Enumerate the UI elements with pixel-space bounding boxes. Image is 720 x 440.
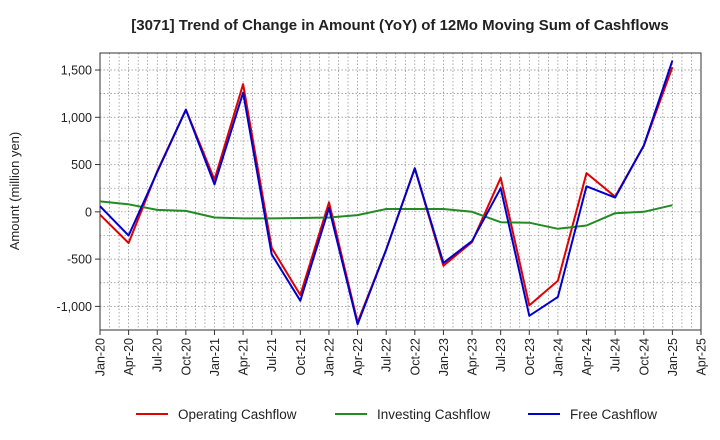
x-axis: Jan-20 Apr-20 Jul-20 Oct-20 Jan-21 Apr-21 Jul-… [94, 330, 709, 376]
y-tick-label: 1,500 [61, 64, 92, 78]
plot-area [99, 52, 702, 331]
y-tick-label: -1,000 [57, 300, 92, 314]
x-tick-label: Apr-23 [466, 338, 480, 376]
grid [100, 53, 701, 330]
x-tick-label: Apr-21 [237, 338, 251, 376]
x-tick-label: Oct-22 [408, 338, 422, 376]
y-tick-label: -500 [67, 253, 92, 267]
y-axis: 1,500 1,000 500 0 -500 -1,000 [57, 64, 100, 314]
series-lines [99, 60, 674, 326]
x-tick-label: Jul-24 [609, 338, 623, 372]
x-tick-label: Jul-23 [494, 338, 508, 372]
chart-title: [3071] Trend of Change in Amount (YoY) o… [131, 17, 669, 34]
x-tick-label: Jul-21 [265, 338, 279, 372]
x-tick-label: Jul-20 [151, 338, 165, 372]
x-tick-label: Apr-25 [695, 338, 709, 376]
x-tick-label: Jan-24 [551, 338, 565, 376]
y-tick-label: 0 [85, 205, 92, 219]
x-tick-label: Oct-24 [637, 338, 651, 376]
x-tick-label: Jan-23 [437, 338, 451, 376]
y-axis-label: Amount (million yen) [7, 132, 22, 251]
legend: Operating Cashflow Investing Cashflow Free… [136, 407, 657, 422]
x-tick-label: Jan-21 [208, 338, 222, 376]
free-cashflow-line [99, 60, 674, 326]
y-tick-label: 500 [71, 158, 92, 172]
x-tick-label: Apr-24 [580, 338, 594, 376]
x-tick-label: Jan-25 [666, 338, 680, 376]
x-tick-label: Apr-22 [351, 338, 365, 376]
x-tick-label: Jan-22 [322, 338, 336, 376]
x-tick-label: Oct-20 [179, 338, 193, 376]
y-tick-label: 1,000 [61, 111, 92, 125]
legend-label-operating-cashflow: Operating Cashflow [178, 407, 297, 422]
legend-label-free-cashflow: Free Cashflow [570, 407, 657, 422]
x-tick-label: Oct-23 [523, 338, 537, 376]
legend-label-investing-cashflow: Investing Cashflow [377, 407, 491, 422]
x-tick-label: Jan-20 [94, 338, 108, 376]
x-tick-label: Jul-22 [380, 338, 394, 372]
x-tick-label: Apr-20 [122, 338, 136, 376]
x-tick-label: Oct-21 [294, 338, 308, 376]
